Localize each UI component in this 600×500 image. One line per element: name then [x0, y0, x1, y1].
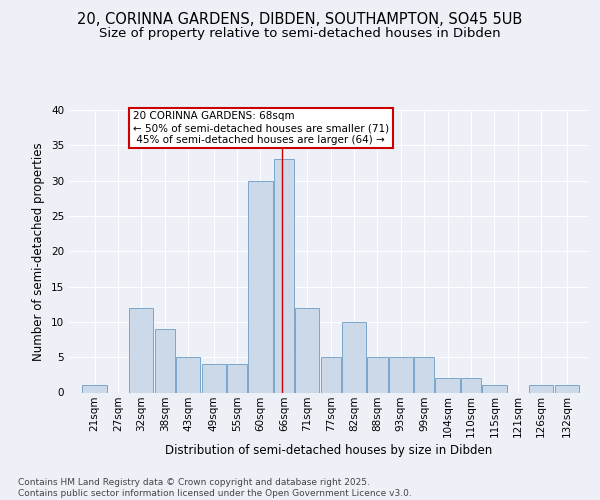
- Bar: [248, 180, 272, 392]
- Bar: [389, 357, 413, 392]
- X-axis label: Distribution of semi-detached houses by size in Dibden: Distribution of semi-detached houses by …: [165, 444, 492, 458]
- Text: Contains HM Land Registry data © Crown copyright and database right 2025.
Contai: Contains HM Land Registry data © Crown c…: [18, 478, 412, 498]
- Bar: [414, 357, 434, 392]
- Text: 20 CORINNA GARDENS: 68sqm
← 50% of semi-detached houses are smaller (71)
 45% of: 20 CORINNA GARDENS: 68sqm ← 50% of semi-…: [133, 112, 389, 144]
- Bar: [436, 378, 460, 392]
- Bar: [274, 160, 294, 392]
- Bar: [82, 386, 107, 392]
- Bar: [155, 329, 175, 392]
- Bar: [529, 386, 553, 392]
- Bar: [342, 322, 366, 392]
- Bar: [176, 357, 200, 392]
- Bar: [554, 386, 579, 392]
- Bar: [227, 364, 247, 392]
- Bar: [461, 378, 481, 392]
- Y-axis label: Number of semi-detached properties: Number of semi-detached properties: [32, 142, 46, 360]
- Bar: [202, 364, 226, 392]
- Bar: [295, 308, 319, 392]
- Text: 20, CORINNA GARDENS, DIBDEN, SOUTHAMPTON, SO45 5UB: 20, CORINNA GARDENS, DIBDEN, SOUTHAMPTON…: [77, 12, 523, 28]
- Bar: [320, 357, 341, 392]
- Bar: [482, 386, 506, 392]
- Bar: [129, 308, 154, 392]
- Text: Size of property relative to semi-detached houses in Dibden: Size of property relative to semi-detach…: [99, 28, 501, 40]
- Bar: [367, 357, 388, 392]
